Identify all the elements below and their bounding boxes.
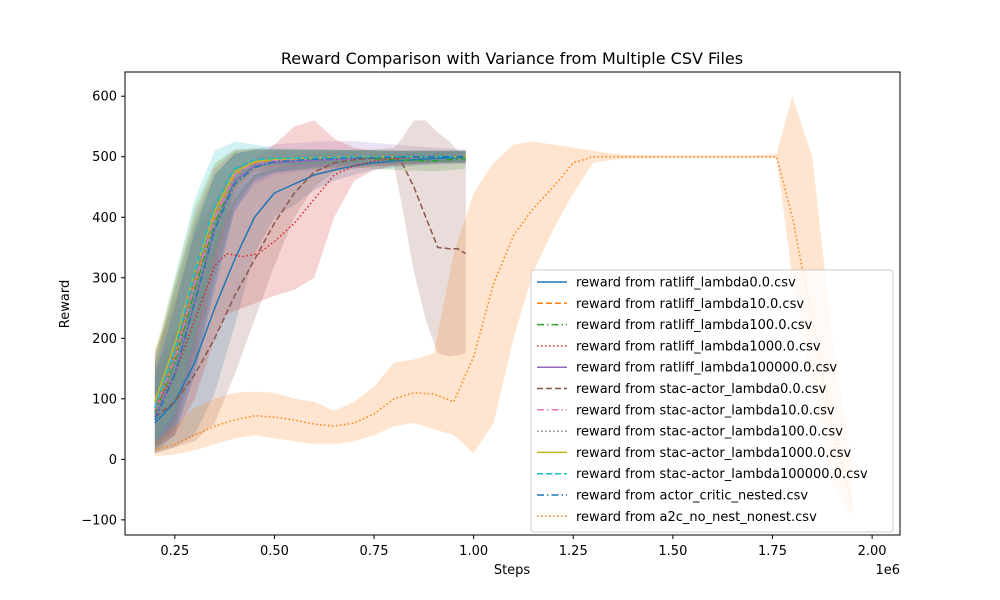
x-axis-label: Steps xyxy=(494,563,531,578)
variance-band-5 xyxy=(154,120,466,454)
legend-label: reward from a2c_no_nest_nonest.csv xyxy=(576,510,817,525)
y-tick-label: 500 xyxy=(92,150,117,165)
y-tick-label: 200 xyxy=(92,332,117,347)
x-axis-ticks: 0.25 0.50 0.75 1.00 1.25 1.50 1.75 2.00 xyxy=(160,535,887,559)
variance-band-3 xyxy=(154,120,466,448)
legend-label: reward from stac-actor_lambda10.0.csv xyxy=(576,403,835,418)
y-tick-label: 400 xyxy=(92,211,117,226)
variance-band-11 xyxy=(154,96,853,520)
legend-label: reward from stac-actor_lambda0.0.csv xyxy=(576,382,827,397)
legend-label: reward from ratliff_lambda100000.0.csv xyxy=(576,361,837,376)
legend-label: reward from stac-actor_lambda100.0.csv xyxy=(576,425,843,440)
x-tick-label: 1.75 xyxy=(758,544,787,559)
legend-label: reward from ratliff_lambda10.0.csv xyxy=(576,297,804,312)
y-axis-label: Reward xyxy=(58,280,73,328)
y-tick-label: 0 xyxy=(109,453,117,468)
series-line-5 xyxy=(154,155,467,418)
x-axis-offset-label: 1e6 xyxy=(875,563,900,578)
series-line-9 xyxy=(154,155,466,409)
variance-bands xyxy=(154,96,853,520)
variance-band-0 xyxy=(154,151,466,454)
x-tick-label: 0.50 xyxy=(260,544,289,559)
chart-title: Reward Comparison with Variance from Mul… xyxy=(281,49,743,68)
y-tick-label: 600 xyxy=(92,90,117,105)
legend-label: reward from stac-actor_lambda100000.0.cs… xyxy=(576,467,868,482)
series-line-3 xyxy=(154,155,466,409)
y-tick-label: 300 xyxy=(92,271,117,286)
variance-band-4 xyxy=(154,141,466,451)
legend-label: reward from stac-actor_lambda1000.0.csv xyxy=(576,446,851,461)
x-tick-label: 0.25 xyxy=(160,544,189,559)
plot-frame xyxy=(124,71,901,536)
series-line-11 xyxy=(154,155,853,508)
series-line-0 xyxy=(154,155,466,424)
x-tick-label: 0.75 xyxy=(360,544,389,559)
legend-label: reward from ratliff_lambda1000.0.csv xyxy=(576,339,821,354)
x-tick-label: 1.00 xyxy=(459,544,488,559)
legend-box xyxy=(530,269,894,533)
legend-label: reward from ratliff_lambda100.0.csv xyxy=(576,318,813,333)
y-tick-label: −100 xyxy=(81,513,117,528)
y-axis-ticks: −100 0 100 200 300 400 500 600 xyxy=(81,90,125,528)
x-tick-label: 1.25 xyxy=(559,544,588,559)
series-lines xyxy=(154,155,853,508)
x-tick-label: 2.00 xyxy=(858,544,887,559)
series-line-10 xyxy=(154,155,466,421)
series-line-6 xyxy=(154,155,466,412)
legend-label: reward from actor_critic_nested.csv xyxy=(576,489,808,504)
legend-label: reward from ratliff_lambda0.0.csv xyxy=(576,276,796,291)
y-tick-label: 100 xyxy=(92,392,117,407)
legend: reward from ratliff_lambda0.0.csvreward … xyxy=(530,269,894,533)
x-tick-label: 1.50 xyxy=(658,544,687,559)
